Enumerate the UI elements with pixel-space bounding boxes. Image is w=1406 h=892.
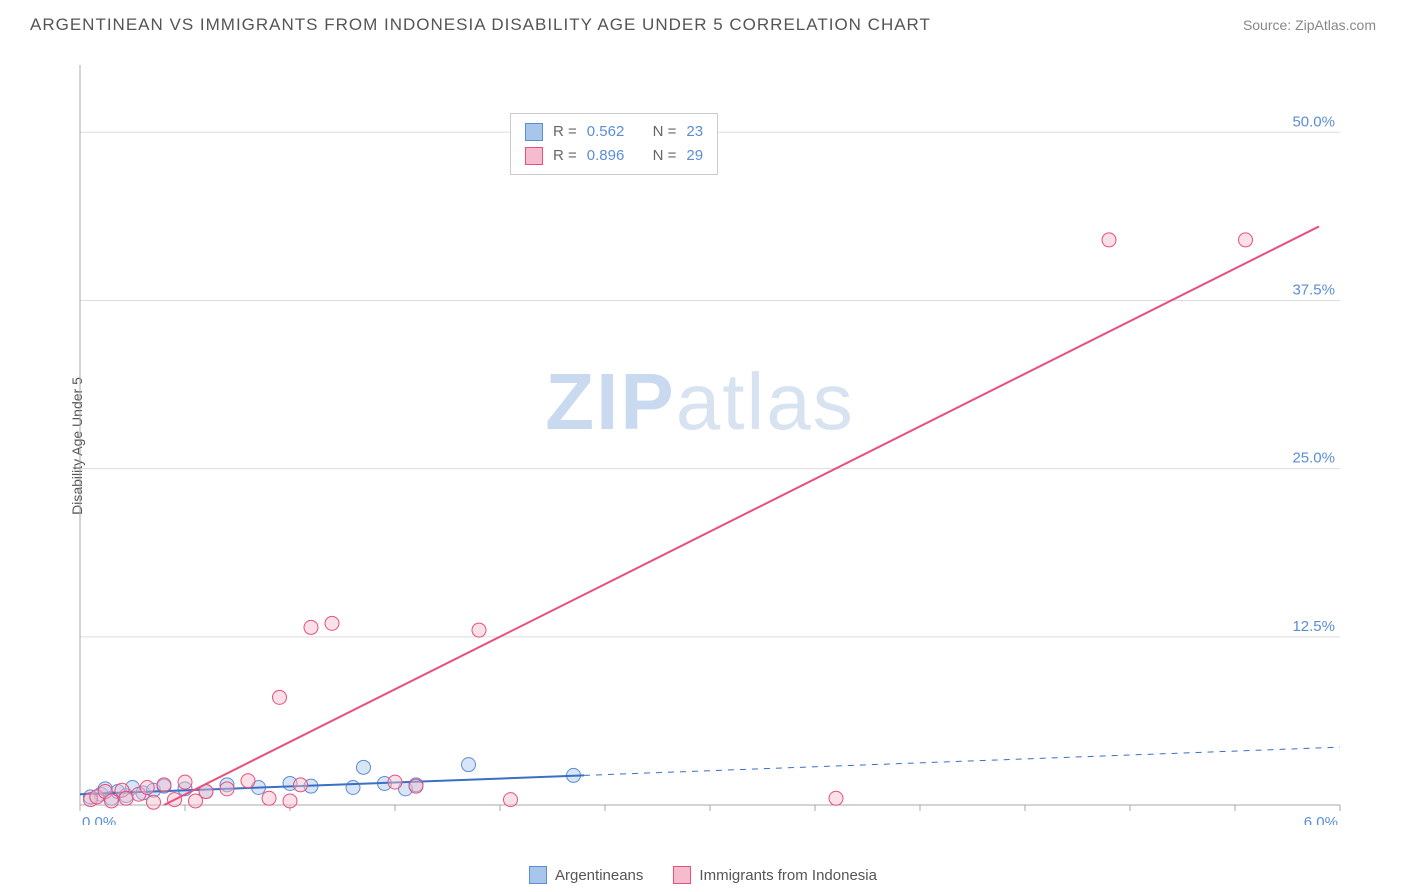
legend-swatch-bottom-2 (673, 866, 691, 884)
r-value-2: 0.896 (587, 144, 625, 168)
r-value-1: 0.562 (587, 120, 625, 144)
legend-label-2: Immigrants from Indonesia (699, 867, 877, 884)
svg-text:25.0%: 25.0% (1292, 450, 1335, 467)
n-value-2: 29 (686, 144, 703, 168)
r-label: R = (553, 120, 577, 144)
stat-row-series-2: R = 0.896 N = 29 (525, 144, 703, 168)
svg-text:0.0%: 0.0% (82, 814, 116, 825)
svg-text:37.5%: 37.5% (1292, 281, 1335, 298)
n-value-1: 23 (686, 120, 703, 144)
svg-text:50.0%: 50.0% (1292, 113, 1335, 130)
bottom-legend: Argentineans Immigrants from Indonesia (0, 866, 1406, 884)
legend-label-1: Argentineans (555, 867, 643, 884)
svg-text:12.5%: 12.5% (1292, 618, 1335, 635)
n-label: N = (653, 144, 677, 168)
chart-title: ARGENTINEAN VS IMMIGRANTS FROM INDONESIA… (30, 15, 931, 35)
chart-area: 12.5%25.0%37.5%50.0%0.0%6.0% ZIPatlas R … (50, 55, 1350, 825)
stat-row-series-1: R = 0.562 N = 23 (525, 120, 703, 144)
source-credit: Source: ZipAtlas.com (1243, 17, 1376, 33)
legend-swatch-2 (525, 147, 543, 165)
legend-swatch-1 (525, 123, 543, 141)
source-link[interactable]: ZipAtlas.com (1295, 17, 1376, 33)
legend-item-2: Immigrants from Indonesia (673, 866, 877, 884)
legend-swatch-bottom-1 (529, 866, 547, 884)
svg-text:6.0%: 6.0% (1304, 814, 1338, 825)
r-label: R = (553, 144, 577, 168)
source-prefix: Source: (1243, 17, 1295, 33)
n-label: N = (653, 120, 677, 144)
stat-legend: R = 0.562 N = 23 R = 0.896 N = 29 (510, 113, 718, 175)
legend-item-1: Argentineans (529, 866, 643, 884)
